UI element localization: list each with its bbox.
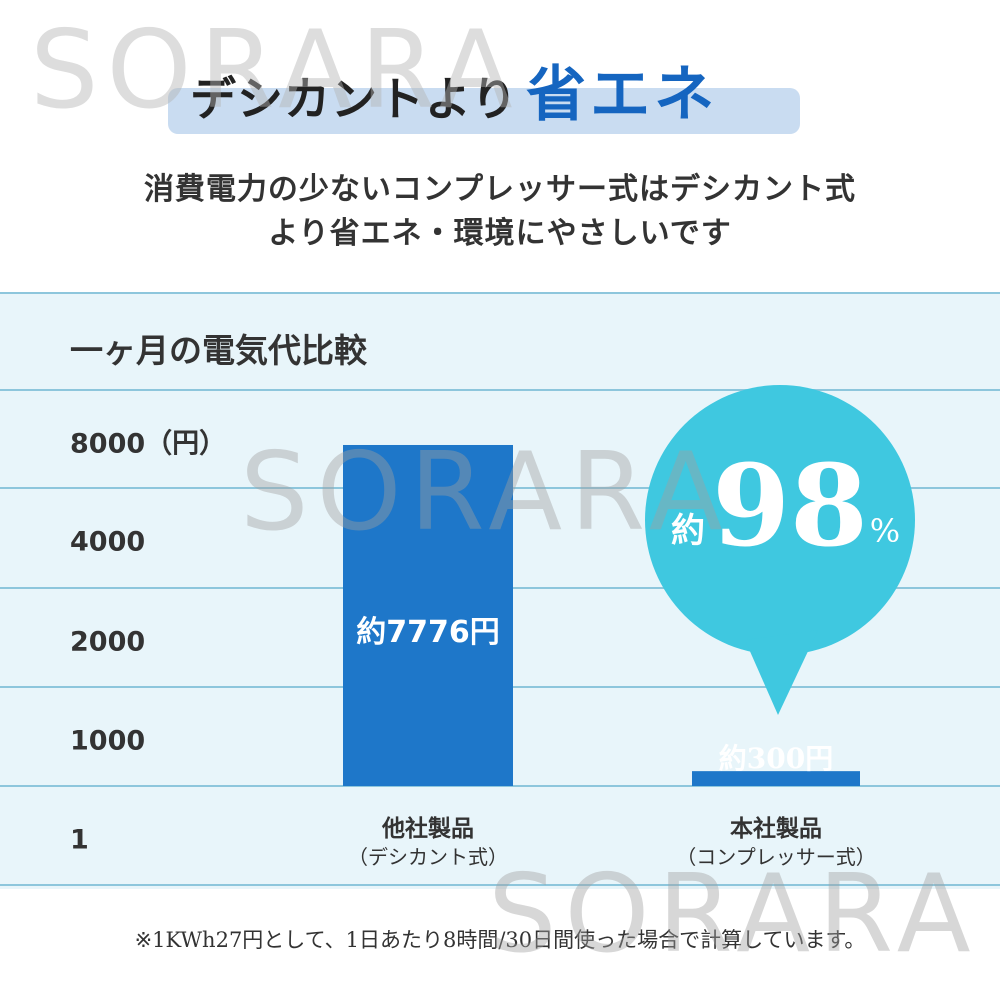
callout-bubble bbox=[645, 385, 915, 655]
subtitle-line-1: 消費電力の少ないコンプレッサー式はデシカント式 bbox=[143, 172, 857, 207]
category-sublabel: （コンプレッサー式） bbox=[676, 845, 875, 869]
bar-data-label: 約300円 bbox=[719, 742, 833, 775]
headline-highlight bbox=[168, 88, 800, 134]
callout-value: 98 bbox=[712, 441, 868, 572]
y-tick-label: 8000（円） bbox=[70, 429, 226, 460]
category-label: 他社製品 bbox=[381, 815, 474, 842]
bar bbox=[692, 771, 860, 786]
bar bbox=[343, 444, 513, 786]
y-tick-label: 1000 bbox=[70, 726, 145, 757]
chart-title: 一ヶ月の電気代比較 bbox=[70, 331, 367, 370]
y-tick-label: 1 bbox=[70, 825, 89, 856]
category-sublabel: （デシカント式） bbox=[348, 845, 508, 869]
headline: デシカントより 省エネ bbox=[190, 46, 718, 136]
callout-prefix: 約 bbox=[671, 511, 705, 551]
y-tick-label: 4000 bbox=[70, 527, 145, 558]
headline-prefix: デシカントより bbox=[190, 72, 519, 126]
callout-pointer bbox=[745, 630, 818, 715]
footnote-area bbox=[0, 889, 1000, 1000]
callout-unit: % bbox=[870, 512, 900, 550]
y-tick-label: 2000 bbox=[70, 627, 145, 658]
bar-data-label: 約7776円 bbox=[356, 615, 500, 650]
category-label: 本社製品 bbox=[730, 815, 822, 842]
headline-accent: 省エネ bbox=[526, 60, 719, 130]
subtitle-line-2: より省エネ・環境にやさしいです bbox=[268, 216, 732, 251]
footnote: ※1KWh27円として、1日あたり8時間/30日間使った場合で計算しています。 bbox=[134, 928, 866, 952]
